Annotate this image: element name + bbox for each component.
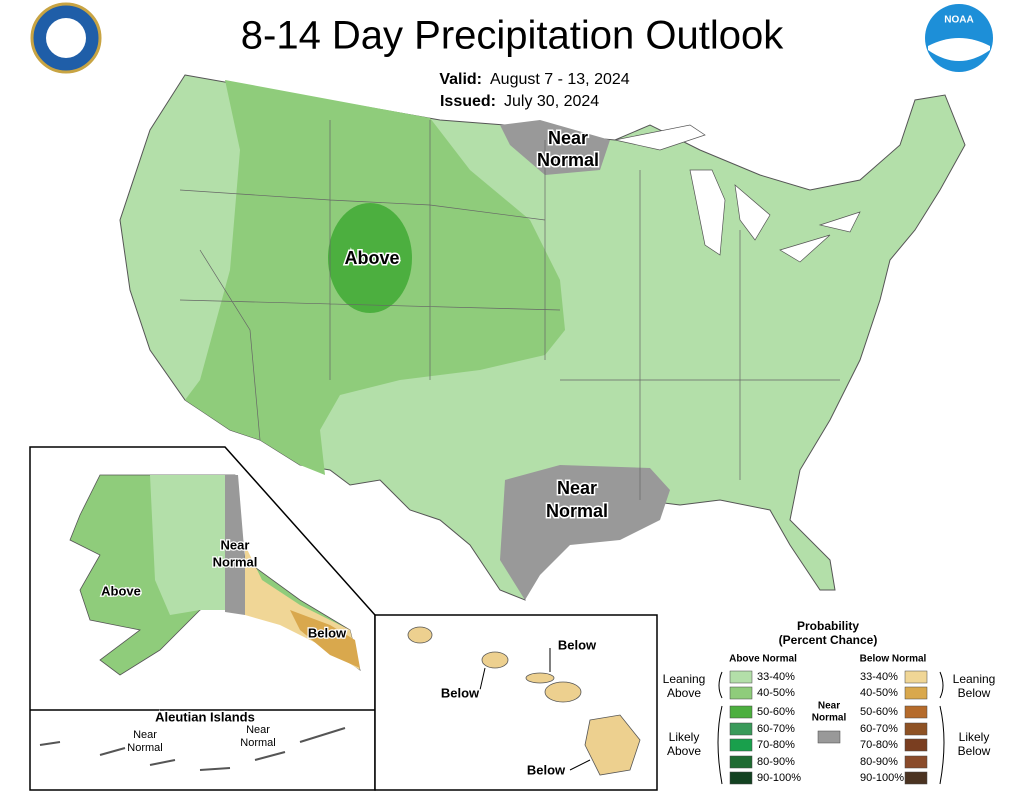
swatch	[729, 738, 753, 752]
map-label: Normal	[213, 554, 258, 569]
swatch	[904, 738, 928, 752]
group-label: Likely	[959, 730, 990, 744]
swatch	[729, 722, 753, 736]
island	[525, 672, 555, 684]
range-label: 80-90%	[757, 756, 795, 768]
swatch	[729, 755, 753, 769]
title: 8-14 Day Precipitation Outlook	[241, 14, 785, 58]
range-label: 80-90%	[860, 756, 898, 768]
map-label: Below	[441, 685, 480, 700]
map-label: Near	[221, 537, 250, 552]
group-label: Likely	[669, 730, 700, 744]
group-label: Below	[958, 686, 991, 700]
legend: Probability (Percent Chance) Above Norma…	[663, 619, 996, 785]
group-label: Leaning	[663, 672, 706, 686]
seal-center	[46, 18, 86, 58]
island	[481, 651, 509, 669]
legend-header: Above Normal	[729, 654, 797, 665]
valid-dates: August 7 - 13, 2024	[490, 71, 630, 88]
conus-near-normal-south	[500, 465, 670, 600]
swatch	[904, 705, 928, 719]
map-label: Below	[527, 762, 566, 777]
island	[407, 626, 433, 644]
range-label: 90-100%	[860, 772, 904, 784]
range-label: 70-80%	[860, 739, 898, 751]
swatch	[729, 686, 753, 700]
map-label: Above	[344, 248, 399, 268]
map-label: Normal	[546, 501, 608, 521]
range-label: 40-50%	[860, 687, 898, 699]
map-label: Below	[308, 625, 347, 640]
map-label: Near	[246, 724, 270, 736]
swatch	[817, 730, 841, 744]
conus-near-normal-north	[500, 120, 610, 175]
range-label: 40-50%	[757, 687, 795, 699]
range-label: 60-70%	[757, 723, 795, 735]
state-lines	[179, 120, 840, 500]
conus-above-50	[328, 203, 412, 313]
map-label: Near	[548, 128, 588, 148]
map-label: Near	[133, 729, 157, 741]
group-label: Below	[958, 744, 991, 758]
group-label: Above	[667, 686, 701, 700]
swatch	[904, 771, 928, 785]
range-label: 70-80%	[757, 739, 795, 751]
map-label: Normal	[537, 150, 599, 170]
map-label: Above	[101, 583, 141, 598]
range-label: 60-70%	[860, 723, 898, 735]
noaa-text: NOAA	[944, 15, 973, 26]
range-label: 50-60%	[860, 706, 898, 718]
group-label: Above	[667, 744, 701, 758]
leader-lines	[479, 648, 591, 771]
alaska-near-normal	[225, 475, 245, 615]
legend-title: (Percent Chance)	[779, 633, 878, 647]
range-label: 50-60%	[757, 706, 795, 718]
aleutian-title: Aleutian Islands	[155, 709, 255, 724]
range-label: 33-40%	[860, 671, 898, 683]
map-label: Near	[557, 478, 597, 498]
noaa-wave	[928, 38, 990, 61]
hawaii-islands	[407, 626, 641, 776]
map-label: Normal	[127, 742, 162, 754]
braces	[717, 671, 945, 785]
swatch	[904, 670, 928, 684]
aleutian-islands	[39, 727, 346, 771]
map-label: Below	[558, 637, 597, 652]
issued-label: Issued:	[440, 93, 496, 110]
map-label: Normal	[240, 737, 275, 749]
valid-label: Valid:	[439, 71, 482, 88]
swatch	[729, 771, 753, 785]
alaska-below-40	[290, 610, 360, 668]
great-lakes	[614, 124, 861, 263]
swatch	[904, 722, 928, 736]
swatch	[904, 755, 928, 769]
group-label: Leaning	[953, 672, 996, 686]
range-label: 33-40%	[757, 671, 795, 683]
legend-header: Below Normal	[860, 654, 927, 665]
issued-date: July 30, 2024	[504, 93, 599, 110]
near-label: Normal	[812, 713, 847, 724]
island	[544, 681, 582, 703]
swatch	[904, 686, 928, 700]
legend-title: Probability	[797, 619, 859, 633]
range-label: 90-100%	[757, 772, 801, 784]
swatch	[729, 670, 753, 684]
near-label: Near	[818, 701, 840, 712]
island	[584, 714, 641, 776]
alaska-leaning-above	[150, 475, 240, 615]
swatch	[729, 705, 753, 719]
